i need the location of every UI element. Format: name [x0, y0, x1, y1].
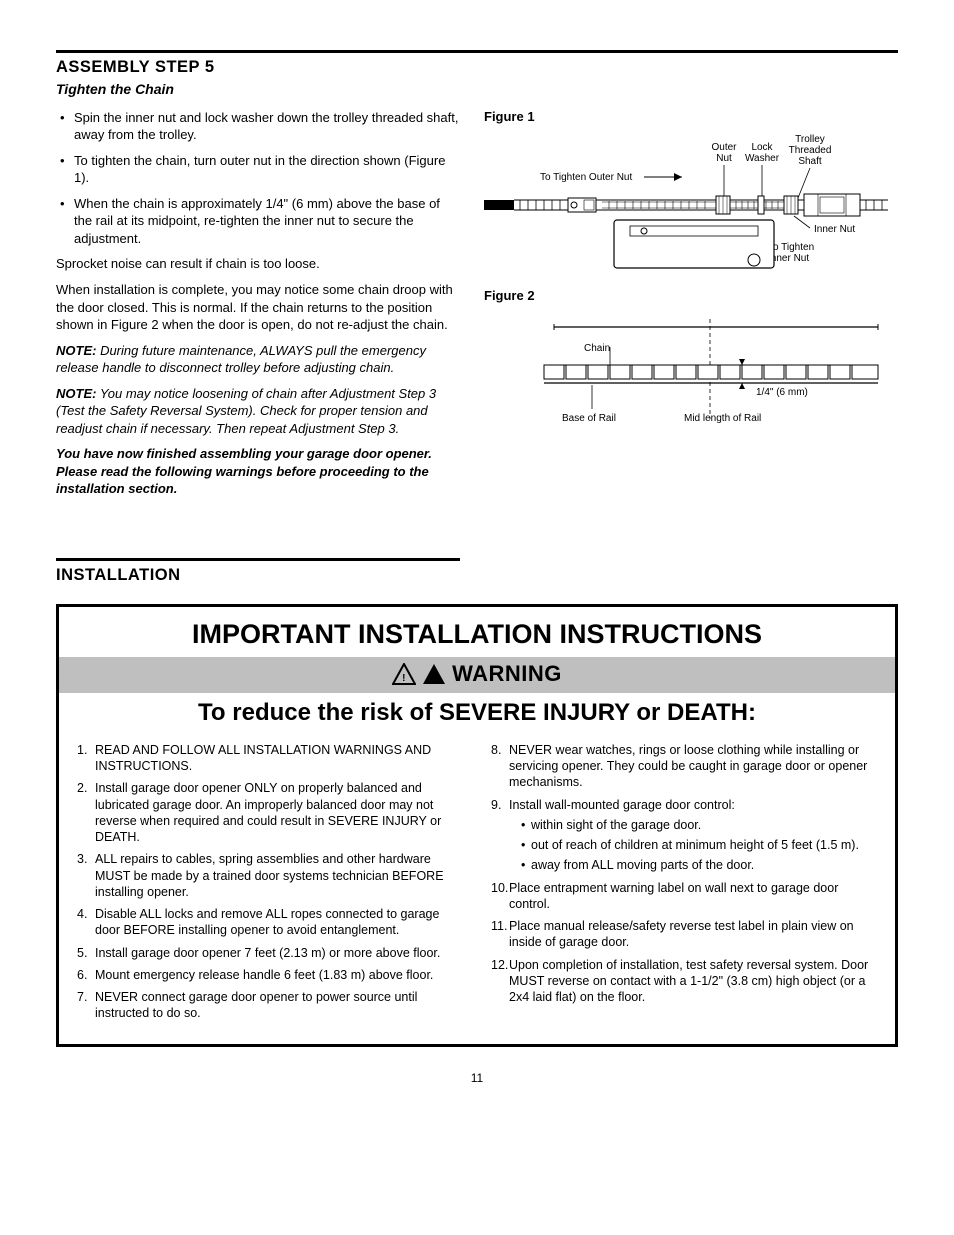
- svg-text:To Tighten Outer Nut: To Tighten Outer Nut: [540, 172, 632, 183]
- note-paragraph: NOTE: During future maintenance, ALWAYS …: [56, 342, 460, 377]
- warning-subitem: within sight of the garage door.: [521, 817, 877, 833]
- svg-text:Washer: Washer: [745, 153, 780, 164]
- warning-subitem: away from ALL moving parts of the door.: [521, 857, 877, 873]
- warning-box: IMPORTANT INSTALLATION INSTRUCTIONS ! ! …: [56, 604, 898, 1046]
- warning-item: Mount emergency release handle 6 feet (1…: [77, 967, 463, 983]
- figure2-diagram: Chain 1/4" (6 mm) Base of Rail Mid lengt…: [484, 309, 888, 439]
- warning-item: Place manual release/safety reverse test…: [491, 918, 877, 951]
- warning-bar-inner: ! ! WARNING: [392, 660, 562, 689]
- warning-col-right: NEVER wear watches, rings or loose cloth…: [491, 742, 877, 1028]
- warning-col-left: READ AND FOLLOW ALL INSTALLATION WARNING…: [77, 742, 463, 1028]
- svg-text:Mid length of Rail: Mid length of Rail: [684, 413, 761, 424]
- warning-item: Upon completion of installation, test sa…: [491, 957, 877, 1006]
- warning-item: Install garage door opener ONLY on prope…: [77, 780, 463, 845]
- warning-item: NEVER connect garage door opener to powe…: [77, 989, 463, 1022]
- warning-subitem: out of reach of children at minimum heig…: [521, 837, 877, 853]
- bullet-item: When the chain is approximately 1/4" (6 …: [74, 195, 460, 248]
- note-label: NOTE:: [56, 386, 96, 401]
- page-number: 11: [56, 1071, 898, 1087]
- warning-bar-text: WARNING: [452, 660, 562, 689]
- warning-item: Install garage door opener 7 feet (2.13 …: [77, 945, 463, 961]
- svg-text:Inner Nut: Inner Nut: [814, 224, 855, 235]
- assembly-two-col: Spin the inner nut and lock washer down …: [56, 109, 898, 506]
- installation-title: INSTALLATION: [56, 565, 460, 586]
- bullet-item: To tighten the chain, turn outer nut in …: [74, 152, 460, 187]
- svg-text:Chain: Chain: [584, 343, 610, 354]
- figure1-diagram: Outer Nut Lock Washer Trolley Threaded S…: [484, 130, 888, 278]
- svg-text:!: !: [432, 673, 436, 684]
- warning-item: READ AND FOLLOW ALL INSTALLATION WARNING…: [77, 742, 463, 775]
- note-label: NOTE:: [56, 343, 96, 358]
- figure2-label: Figure 2: [484, 288, 898, 305]
- assembly-bullets: Spin the inner nut and lock washer down …: [56, 109, 460, 248]
- bullet-item: Spin the inner nut and lock washer down …: [74, 109, 460, 144]
- note-text: During future maintenance, ALWAYS pull t…: [56, 343, 426, 376]
- note-paragraph: NOTE: You may notice loosening of chain …: [56, 385, 460, 438]
- installation-header: INSTALLATION: [56, 558, 460, 586]
- svg-text:1/4" (6 mm): 1/4" (6 mm): [756, 387, 808, 398]
- svg-text:Shaft: Shaft: [798, 156, 822, 167]
- paragraph: When installation is complete, you may n…: [56, 281, 460, 334]
- svg-text:Outer: Outer: [711, 142, 737, 153]
- warning-item: NEVER wear watches, rings or loose cloth…: [491, 742, 877, 791]
- step-title: ASSEMBLY STEP 5: [56, 57, 898, 78]
- figure1-label: Figure 1: [484, 109, 898, 126]
- warning-item-lead: Install wall-mounted garage door control…: [509, 798, 735, 812]
- figures-column: Figure 1 Outer Nut Lock Washer Trolley T…: [484, 109, 898, 506]
- svg-text:Nut: Nut: [716, 153, 732, 164]
- warning-triangle-solid-icon: !: [422, 663, 446, 685]
- warning-bar: ! ! WARNING: [59, 657, 895, 693]
- warning-triangle-icon: !: [392, 663, 416, 685]
- svg-text:Base of Rail: Base of Rail: [562, 413, 616, 424]
- svg-text:Trolley: Trolley: [795, 134, 825, 145]
- finished-paragraph: You have now finished assembling your ga…: [56, 445, 460, 498]
- note-text: You may notice loosening of chain after …: [56, 386, 436, 436]
- warning-subtitle: To reduce the risk of SEVERE INJURY or D…: [77, 697, 877, 728]
- warning-item: Disable ALL locks and remove ALL ropes c…: [77, 906, 463, 939]
- warning-item: ALL repairs to cables, spring assemblies…: [77, 851, 463, 900]
- paragraph: Sprocket noise can result if chain is to…: [56, 255, 460, 273]
- assembly-text-column: Spin the inner nut and lock washer down …: [56, 109, 460, 506]
- svg-text:Threaded: Threaded: [789, 145, 832, 156]
- svg-text:Lock: Lock: [751, 142, 773, 153]
- step-header: ASSEMBLY STEP 5 Tighten the Chain: [56, 50, 898, 99]
- warning-item: Place entrapment warning label on wall n…: [491, 880, 877, 913]
- warning-columns: READ AND FOLLOW ALL INSTALLATION WARNING…: [77, 742, 877, 1028]
- step-subtitle: Tighten the Chain: [56, 80, 898, 98]
- warning-item: Install wall-mounted garage door control…: [491, 797, 877, 874]
- svg-text:To Tighten: To Tighten: [768, 242, 814, 253]
- svg-text:!: !: [402, 673, 406, 684]
- warning-title: IMPORTANT INSTALLATION INSTRUCTIONS: [77, 617, 877, 652]
